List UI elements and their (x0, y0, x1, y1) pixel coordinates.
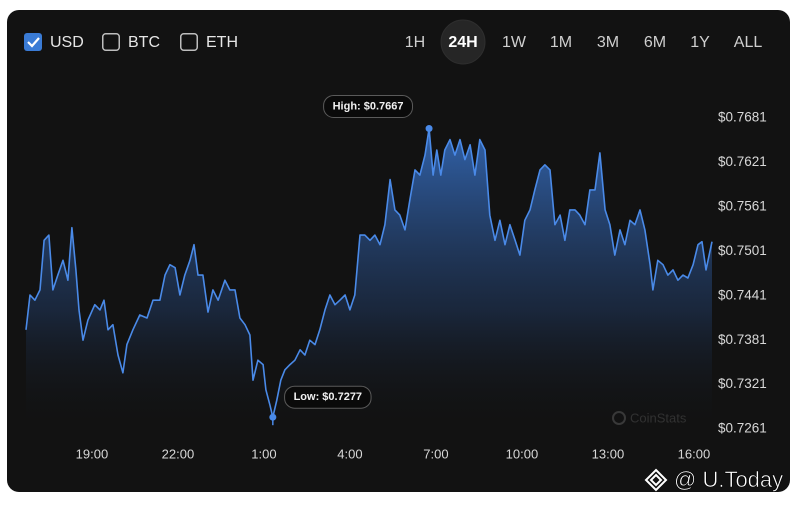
timeframe-label: 24H (448, 34, 477, 51)
annotation-box (323, 94, 414, 118)
y-tick-label: $0.7561 (718, 199, 767, 214)
y-tick-label: $0.7381 (718, 332, 767, 347)
checkbox (180, 33, 198, 51)
logo (644, 468, 668, 492)
y-tick-label: $0.7681 (718, 110, 767, 125)
timeframe-label: ALL (734, 34, 763, 51)
timeframe-button[interactable]: 6M (644, 34, 666, 51)
timeframe-label: 1M (550, 34, 572, 51)
high-annotation: High: $0.7667 (323, 94, 414, 118)
timeframe-label: 1Y (690, 34, 710, 51)
timeframe-button[interactable]: 1M (550, 34, 572, 51)
area-fill (26, 128, 712, 432)
y-tick-label: $0.7621 (718, 154, 767, 169)
controls: USD BTC ETH 1H 24H 1W 1M 3M 6M 1Y ALL (24, 19, 763, 65)
timeframe-button[interactable]: 1W (502, 34, 527, 51)
y-tick-label: $0.7261 (718, 421, 767, 436)
annotation-text: Low: $0.7277 (294, 391, 362, 403)
annotation-box (284, 385, 372, 409)
price-line (25, 127, 713, 418)
y-tick-label: $0.7501 (718, 243, 767, 258)
timeframe-button[interactable]: 1H (405, 34, 425, 51)
checkbox (102, 33, 120, 51)
low-marker (269, 413, 277, 421)
timeframe-label: 1W (502, 34, 527, 51)
checkmark (27, 37, 40, 48)
x-tick-label: 16:00 (678, 446, 711, 461)
timeframe-button[interactable]: 24H (440, 19, 486, 65)
currency-checkbox[interactable]: USD (24, 33, 84, 51)
checkbox (24, 33, 42, 51)
timeframe-label: 1H (405, 34, 425, 51)
currency-checkbox[interactable]: BTC (102, 33, 160, 51)
timeframe-button[interactable]: 1Y (690, 34, 710, 51)
x-tick-label: 1:00 (251, 446, 276, 461)
currency-label: BTC (128, 34, 160, 51)
x-tick-label: 22:00 (162, 446, 195, 461)
timeframe-label: 3M (597, 34, 619, 51)
x-tick-label: 7:00 (423, 446, 448, 461)
currency-checkbox[interactable]: ETH (180, 33, 238, 51)
plot: $0.7261 $0.7321 $0.7381 $0.7441 $0.7501 $0.75… (25, 94, 767, 461)
timeframe-button[interactable]: 3M (597, 34, 619, 51)
high-marker (425, 124, 433, 132)
y-tick-label: $0.7441 (718, 287, 767, 302)
low-annotation: Low: $0.7277 (284, 385, 372, 409)
timeframe-button[interactable]: ALL (734, 34, 763, 51)
currency-label: ETH (206, 34, 238, 51)
watermark: @ U.Today (674, 467, 783, 492)
active-indicator (440, 19, 486, 65)
x-tick-label: 19:00 (76, 446, 109, 461)
y-tick-label: $0.7321 (718, 376, 767, 391)
currency-label: USD (50, 34, 84, 51)
x-tick-label: 4:00 (337, 446, 362, 461)
x-tick-label: 10:00 (506, 446, 539, 461)
x-tick-label: 13:00 (592, 446, 625, 461)
annotation-text: High: $0.7667 (333, 100, 404, 112)
timeframe-label: 6M (644, 34, 666, 51)
